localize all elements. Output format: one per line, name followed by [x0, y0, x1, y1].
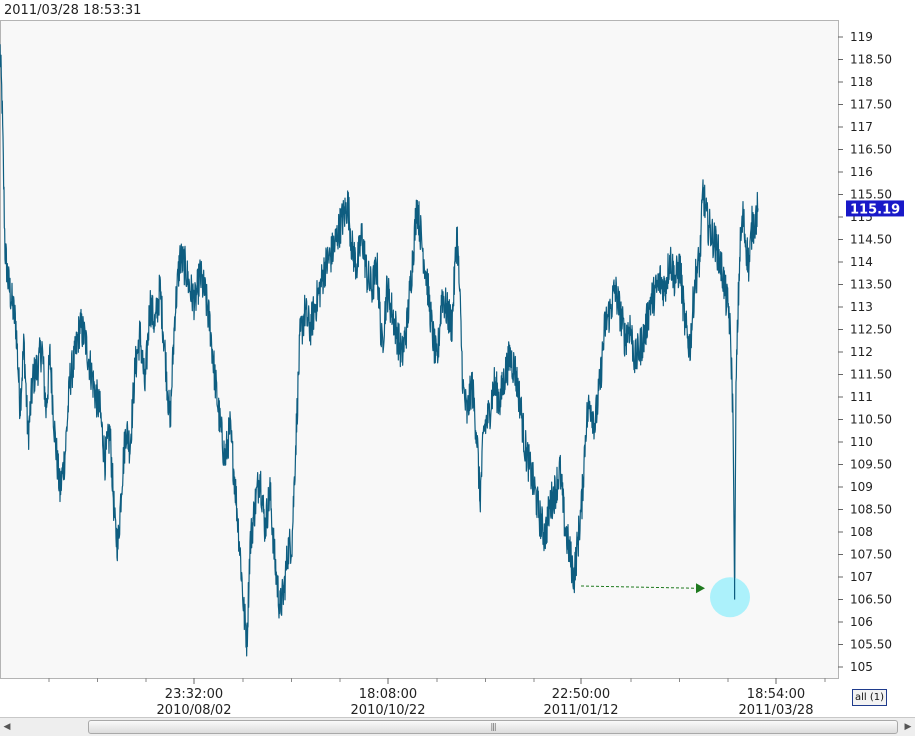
y-tick-label: 107: [850, 570, 873, 584]
y-tick-label: 113: [850, 300, 873, 314]
y-tick-label: 118: [850, 75, 873, 89]
zoom-all-button[interactable]: all (1): [852, 689, 887, 706]
annotation-layer: [580, 523, 750, 618]
price-tag-box: [846, 200, 904, 217]
x-tick-time: 22:50:00: [552, 687, 610, 702]
y-tick-label: 105.50: [850, 638, 892, 652]
horizontal-scrollbar[interactable]: ◀ ||| ▶: [0, 717, 915, 736]
scrollbar-thumb[interactable]: |||: [88, 720, 898, 734]
y-tick-label: 105: [850, 660, 873, 674]
y-tick-label: 118.50: [850, 53, 892, 67]
x-tick-date: 2010/08/02: [157, 703, 232, 717]
x-tick-time: 18:08:00: [359, 687, 417, 702]
y-tick-label: 110.50: [850, 413, 892, 427]
y-tick-label: 109: [850, 480, 873, 494]
x-tick-date: 2011/03/28: [739, 703, 814, 717]
y-tick-label: 115.50: [850, 188, 892, 202]
annotation-arrow-head: [696, 583, 705, 594]
y-tick-label: 114.50: [850, 233, 892, 247]
y-tick-label: 116: [850, 165, 873, 179]
y-tick-label: 106: [850, 615, 873, 629]
y-tick-label: 114: [850, 255, 873, 269]
plot-area: [0, 20, 839, 679]
y-tick-label: 106.50: [850, 593, 892, 607]
y-tick-label: 107.50: [850, 548, 892, 562]
x-tick-time: 18:54:00: [747, 687, 805, 702]
y-tick-label: 111: [850, 390, 873, 404]
y-tick-label: 108.50: [850, 503, 892, 517]
price-chart[interactable]: 105 105.50 106 106.50 107 107.50 108 108.50 109 1…: [0, 0, 915, 717]
y-tick-label: 116.50: [850, 143, 892, 157]
y-axis: 105 105.50 106 106.50 107 107.50 108 108.50 109 1…: [838, 30, 892, 674]
arrow-right-icon[interactable]: ▶: [904, 722, 912, 732]
plot-background: [0, 20, 839, 679]
y-tick-label: 117: [850, 120, 873, 134]
x-tick-date: 2011/01/12: [544, 703, 619, 717]
y-tick-label: 117.50: [850, 98, 892, 112]
grip-icon: |||: [490, 722, 496, 731]
price-line: [0, 44, 759, 657]
timestamp-label: 2011/03/28 18:53:31: [4, 3, 142, 18]
y-tick-label: 113.50: [850, 278, 892, 292]
y-tick-label: 119: [850, 30, 873, 44]
y-tick-label: 111.50: [850, 368, 892, 382]
arrow-left-icon[interactable]: ◀: [3, 722, 11, 732]
annotation-circle: [710, 577, 750, 618]
price-tag-label: 115.19: [850, 202, 900, 217]
y-tick-label: 109.50: [850, 458, 892, 472]
x-tick-time: 23:32:00: [165, 687, 223, 702]
y-tick-label: 108: [850, 525, 873, 539]
x-tick-date: 2010/10/22: [351, 703, 426, 717]
y-tick-label: 112.50: [850, 323, 892, 337]
y-tick-label: 112: [850, 345, 873, 359]
current-price-tag: 115.19: [846, 200, 904, 217]
y-tick-label: 110: [850, 435, 873, 449]
annotation-arrow-line: [580, 585, 698, 589]
